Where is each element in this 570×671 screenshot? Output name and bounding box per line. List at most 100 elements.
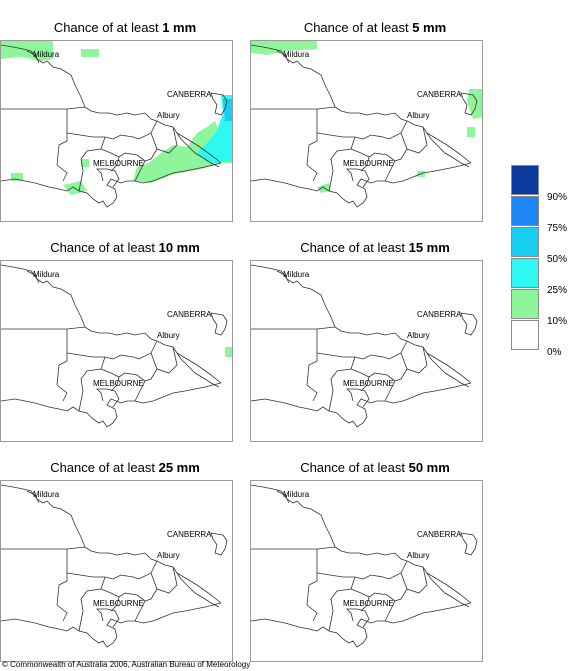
- map-boundaries: [1, 484, 228, 648]
- victoria-map: Mildura CANBERRA Albury MELBOURNE: [0, 480, 233, 662]
- coastline: [251, 602, 472, 648]
- map-boundaries: [251, 44, 478, 208]
- panel-title-prefix: Chance of at least: [303, 20, 413, 35]
- probability-shading: [251, 41, 482, 193]
- mildura-border-kink: [26, 270, 40, 284]
- panel-title-prefix: Chance of at least: [300, 460, 409, 475]
- shading-area-band-50-75-4: [223, 99, 232, 121]
- city-label-canberra: CANBERRA: [417, 90, 462, 99]
- map-graphic: [1, 41, 232, 208]
- map-graphic: [251, 264, 478, 428]
- shading-area-band-10-25-2: [133, 61, 232, 183]
- panel-title: Chance of at least 5 mm: [250, 20, 500, 35]
- copyright-notice: © Commonwealth of Australia 2006, Austra…: [2, 660, 251, 669]
- legend-label-50: 50%: [547, 254, 568, 265]
- city-label-melbourne: MELBOURNE: [343, 599, 394, 608]
- city-label-melbourne: MELBOURNE: [343, 159, 394, 168]
- east-border: [176, 572, 222, 604]
- panel-title-amount: 5 mm: [412, 20, 447, 35]
- city-label-canberra: CANBERRA: [167, 90, 212, 99]
- panel-title-amount: 25 mm: [158, 460, 200, 475]
- region-boundaries: [1, 106, 178, 192]
- mildura-border-kink: [276, 490, 290, 504]
- region-boundaries: [1, 326, 178, 412]
- city-label-melbourne: MELBOURNE: [343, 379, 394, 388]
- shading-area-band-10-25-1: [467, 89, 482, 119]
- city-label-mildura: Mildura: [33, 270, 60, 279]
- nsw-act-boundary: [210, 312, 228, 336]
- shading-area-band-10-25-1: [81, 49, 99, 57]
- panel-title-amount: 15 mm: [408, 240, 450, 255]
- panel-title: Chance of at least 50 mm: [250, 460, 500, 475]
- panel-title-prefix: Chance of at least: [300, 240, 409, 255]
- city-label-mildura: Mildura: [283, 490, 310, 499]
- map-boundaries: [1, 44, 228, 208]
- region-boundaries: [251, 546, 428, 632]
- legend-label-10: 10%: [547, 316, 568, 327]
- legend-swatch-10-25: [511, 289, 539, 319]
- east-border: [426, 132, 472, 164]
- city-label-mildura: Mildura: [283, 50, 310, 59]
- city-label-mildura: Mildura: [283, 270, 310, 279]
- map-graphic: [1, 264, 232, 428]
- shading-area-band-10-25-0: [225, 347, 232, 357]
- city-label-albury: Albury: [407, 111, 430, 120]
- nsw-act-boundary: [460, 312, 478, 336]
- city-label-mildura: Mildura: [33, 50, 60, 59]
- legend-label-25: 25%: [547, 285, 568, 296]
- panel-title-prefix: Chance of at least: [50, 460, 159, 475]
- mildura-border-kink: [276, 270, 290, 284]
- coastline: [1, 602, 222, 648]
- city-label-albury: Albury: [157, 551, 180, 560]
- murray-river-border: [1, 264, 220, 388]
- region-boundaries: [251, 106, 428, 192]
- city-label-albury: Albury: [407, 551, 430, 560]
- panel-title-prefix: Chance of at least: [50, 240, 159, 255]
- map-boundaries: [251, 264, 478, 428]
- victoria-map: Mildura CANBERRA Albury MELBOURNE: [250, 260, 483, 442]
- port-phillip-bay: [96, 388, 120, 408]
- east-border: [426, 352, 472, 384]
- city-label-canberra: CANBERRA: [167, 530, 212, 539]
- victoria-map: Mildura CANBERRA Albury MELBOURNE: [0, 260, 233, 442]
- map-graphic: [251, 41, 482, 208]
- nsw-act-boundary: [460, 532, 478, 556]
- city-label-albury: Albury: [407, 331, 430, 340]
- murray-river-border: [251, 264, 470, 388]
- nsw-act-boundary: [460, 92, 478, 116]
- legend-swatch-0-10: [511, 320, 539, 350]
- shading-area-band-10-25-7: [81, 159, 89, 167]
- city-label-canberra: CANBERRA: [417, 530, 462, 539]
- map-graphic: [251, 484, 478, 648]
- probability-shading: [225, 347, 232, 357]
- city-label-albury: Albury: [157, 111, 180, 120]
- panel-title-prefix: Chance of at least: [53, 20, 163, 35]
- nsw-act-boundary: [210, 532, 228, 556]
- port-phillip-bay: [96, 168, 120, 188]
- legend-label-75: 75%: [547, 223, 568, 234]
- region-boundaries: [251, 326, 428, 412]
- murray-river-border: [1, 44, 220, 168]
- coastline: [1, 162, 222, 208]
- legend-swatch-50-75: [511, 227, 539, 257]
- port-phillip-bay: [346, 388, 370, 408]
- city-label-melbourne: MELBOURNE: [93, 599, 144, 608]
- panel-title: Chance of at least 10 mm: [0, 240, 250, 255]
- city-label-albury: Albury: [157, 331, 180, 340]
- victoria-map: Mildura CANBERRA Albury MELBOURNE: [250, 40, 483, 222]
- legend-label-0: 0%: [547, 347, 562, 358]
- panel-title: Chance of at least 15 mm: [250, 240, 500, 255]
- panel-title-amount: 1 mm: [162, 20, 197, 35]
- coastline: [251, 162, 472, 208]
- coastline: [251, 382, 472, 428]
- east-border: [426, 572, 472, 604]
- city-label-mildura: Mildura: [33, 490, 60, 499]
- legend-label-90: 90%: [547, 192, 568, 203]
- panel-title: Chance of at least 1 mm: [0, 20, 250, 35]
- map-boundaries: [251, 484, 478, 648]
- city-label-melbourne: MELBOURNE: [93, 379, 144, 388]
- victoria-map: Mildura CANBERRA Albury MELBOURNE: [250, 480, 483, 662]
- panel-title-amount: 50 mm: [408, 460, 450, 475]
- nsw-act-boundary: [210, 92, 228, 116]
- probability-shading: [1, 41, 232, 195]
